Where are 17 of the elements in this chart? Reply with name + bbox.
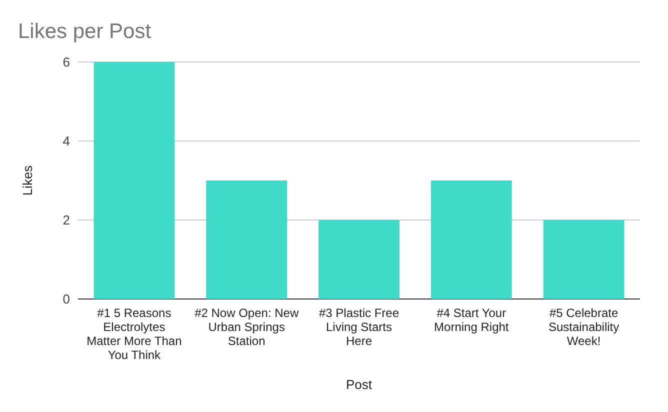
- x-tick-label: #5 Celebrate Sustainability Week!: [548, 306, 620, 348]
- y-tick-label: 6: [62, 54, 70, 70]
- y-tick-label: 2: [62, 212, 70, 228]
- y-tick-label: 0: [62, 292, 70, 307]
- x-tick-label: #4 Start Your Morning Right: [434, 306, 510, 334]
- x-axis-title: Post: [346, 377, 372, 392]
- bar: [94, 62, 175, 299]
- x-tick-label: #2 Now Open: New Urban Springs Station: [194, 306, 299, 348]
- bar: [206, 180, 288, 299]
- y-tick-label: 4: [62, 134, 70, 149]
- chart-title: Likes per Post: [18, 20, 152, 43]
- x-tick-label: #1 5 Reasons Electrolytes Matter More Than You Think: [86, 306, 182, 362]
- y-axis-title: Likes: [20, 164, 35, 196]
- bar: [430, 180, 512, 299]
- bar: [318, 220, 400, 299]
- x-tick-label: #3 Plastic Free Living Starts Here: [318, 306, 400, 348]
- bar: [543, 220, 624, 299]
